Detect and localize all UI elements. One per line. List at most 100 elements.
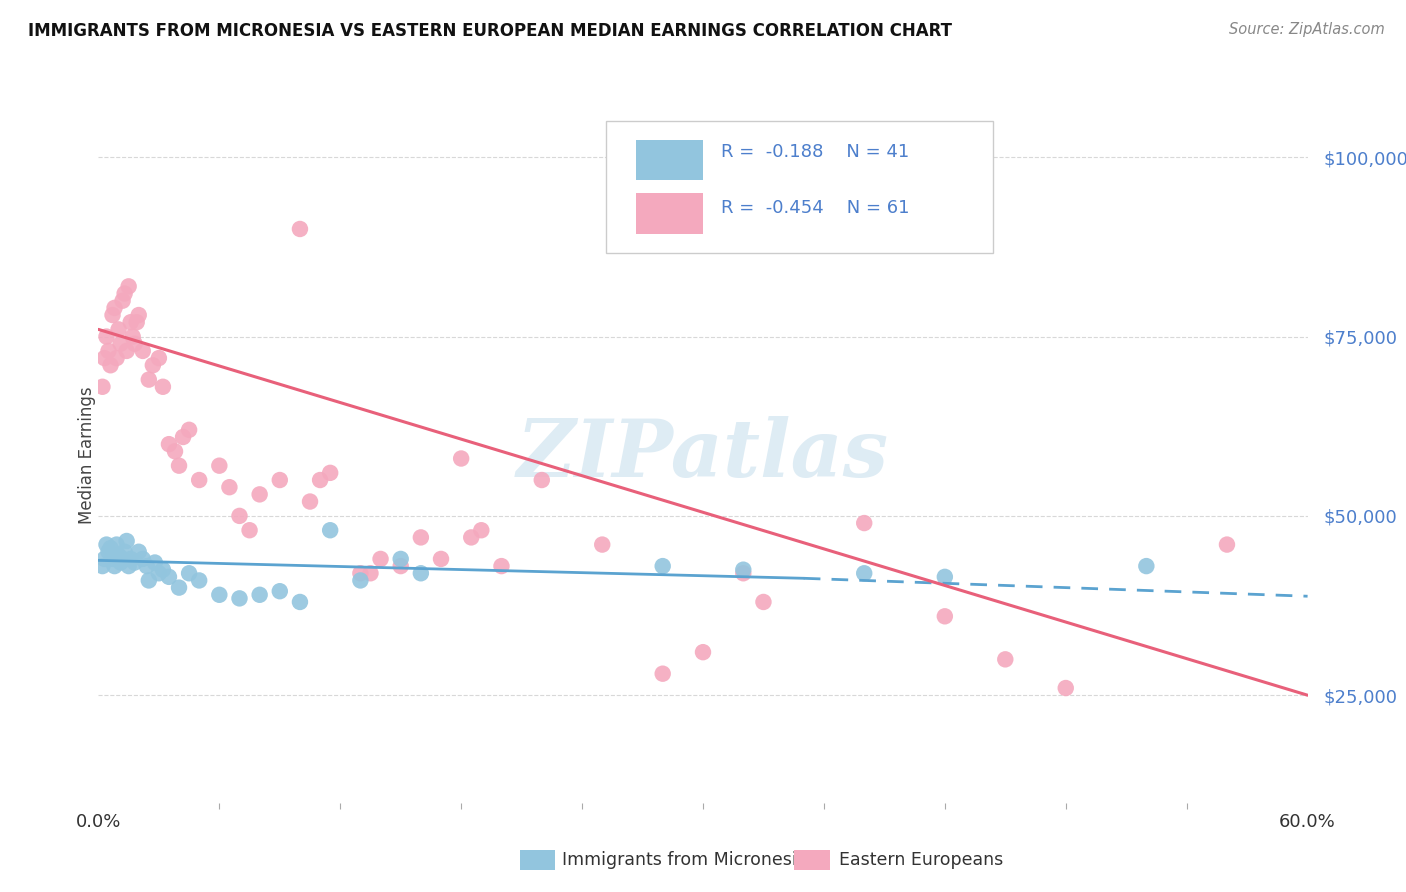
Text: R =  -0.454    N = 61: R = -0.454 N = 61 xyxy=(721,199,910,217)
Point xyxy=(107,322,129,336)
Point xyxy=(752,595,775,609)
Point xyxy=(135,559,157,574)
Point xyxy=(148,566,170,581)
Point xyxy=(450,451,472,466)
Point xyxy=(470,523,492,537)
Point xyxy=(125,315,148,329)
Point xyxy=(91,380,114,394)
Text: ZIPatlas: ZIPatlas xyxy=(517,417,889,493)
Point xyxy=(591,538,613,552)
Bar xyxy=(637,194,703,234)
Point xyxy=(107,549,129,563)
Point xyxy=(934,570,956,584)
Point xyxy=(733,563,755,577)
Point xyxy=(177,423,201,437)
Point xyxy=(360,566,382,581)
Text: Eastern Europeans: Eastern Europeans xyxy=(839,851,1004,869)
Point xyxy=(1135,559,1157,574)
Point xyxy=(349,574,371,588)
Point xyxy=(188,473,211,487)
Point xyxy=(128,545,150,559)
Point xyxy=(389,552,412,566)
Point xyxy=(389,559,412,574)
Point xyxy=(93,552,115,566)
Point xyxy=(96,329,118,343)
Point xyxy=(115,533,138,548)
Point xyxy=(103,301,125,315)
Point xyxy=(91,559,114,574)
Point xyxy=(100,358,122,372)
Point xyxy=(93,351,115,365)
Point xyxy=(188,574,211,588)
Point xyxy=(218,480,240,494)
Point xyxy=(121,329,143,343)
Point xyxy=(299,494,322,508)
Point xyxy=(114,286,136,301)
Point xyxy=(651,559,673,574)
Point xyxy=(110,336,132,351)
Point xyxy=(148,351,170,365)
Point xyxy=(118,559,141,574)
Point xyxy=(208,458,231,473)
Point xyxy=(138,574,160,588)
Point xyxy=(172,430,194,444)
Point xyxy=(105,538,128,552)
Point xyxy=(157,570,180,584)
Text: Source: ZipAtlas.com: Source: ZipAtlas.com xyxy=(1229,22,1385,37)
Point xyxy=(239,523,262,537)
Point xyxy=(152,563,174,577)
Point xyxy=(97,545,120,559)
Point xyxy=(1054,681,1077,695)
Point xyxy=(530,473,553,487)
Point xyxy=(120,315,142,329)
Point xyxy=(110,556,132,570)
Point xyxy=(319,466,342,480)
Point xyxy=(132,343,155,358)
Point xyxy=(177,566,201,581)
Point xyxy=(934,609,956,624)
Point xyxy=(101,308,124,322)
Point xyxy=(152,380,174,394)
Point xyxy=(115,343,138,358)
Point xyxy=(157,437,180,451)
Point xyxy=(167,458,190,473)
Point xyxy=(114,545,136,559)
Point xyxy=(96,538,118,552)
Point xyxy=(349,566,371,581)
Point xyxy=(430,552,453,566)
Point xyxy=(249,588,271,602)
Point xyxy=(97,343,120,358)
Point xyxy=(118,279,141,293)
Point xyxy=(138,373,160,387)
Point xyxy=(692,645,714,659)
Point xyxy=(120,552,142,566)
Point xyxy=(288,222,311,236)
Point xyxy=(249,487,271,501)
Point xyxy=(288,595,311,609)
Point xyxy=(124,336,146,351)
Point xyxy=(111,293,134,308)
Point xyxy=(105,351,128,365)
Point xyxy=(409,530,432,544)
Point xyxy=(163,444,186,458)
Point xyxy=(167,581,190,595)
Point xyxy=(228,508,250,523)
Point xyxy=(370,552,392,566)
Point xyxy=(269,584,291,599)
Point xyxy=(208,588,231,602)
Bar xyxy=(637,140,703,180)
Point xyxy=(228,591,250,606)
FancyBboxPatch shape xyxy=(606,121,993,253)
Point xyxy=(101,552,124,566)
Point xyxy=(124,556,146,570)
Point xyxy=(1216,538,1239,552)
Text: IMMIGRANTS FROM MICRONESIA VS EASTERN EUROPEAN MEDIAN EARNINGS CORRELATION CHART: IMMIGRANTS FROM MICRONESIA VS EASTERN EU… xyxy=(28,22,952,40)
Point xyxy=(853,566,876,581)
Point xyxy=(651,666,673,681)
Point xyxy=(132,552,155,566)
Point xyxy=(111,552,134,566)
Text: R =  -0.188    N = 41: R = -0.188 N = 41 xyxy=(721,144,910,161)
Point xyxy=(100,541,122,556)
Point xyxy=(853,516,876,530)
Point xyxy=(994,652,1017,666)
